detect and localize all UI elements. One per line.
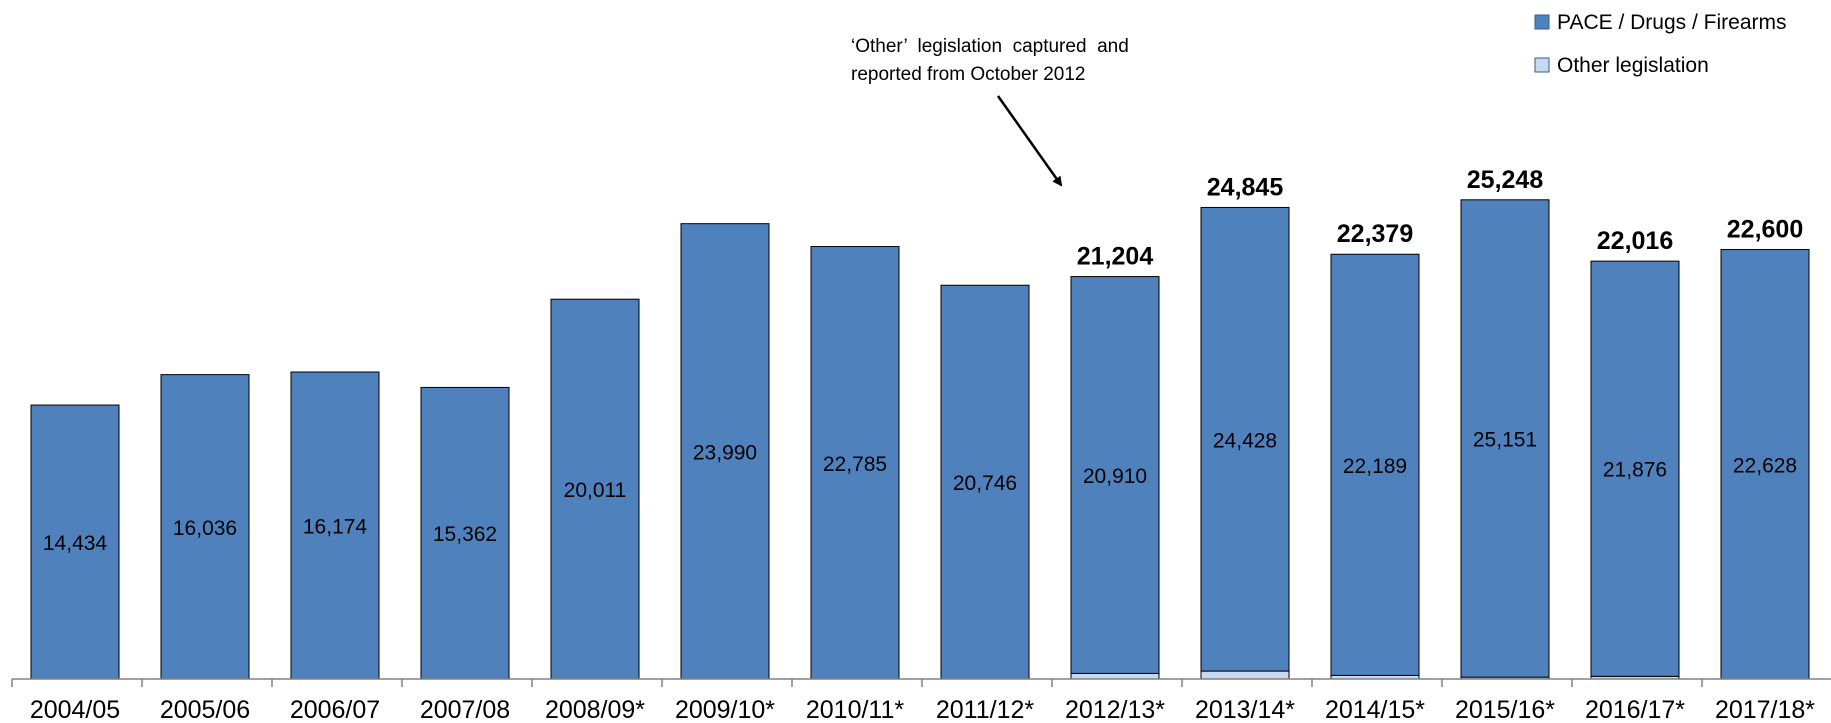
annotation-line-1: ‘Other’ legislation captured and bbox=[851, 36, 1129, 57]
bar-value-label-13: 22,628 bbox=[1733, 454, 1797, 477]
legend: PACE / Drugs / Firearms Other legislatio… bbox=[1534, 11, 1786, 77]
bar-value-label-2: 16,174 bbox=[303, 516, 368, 539]
x-tick-label-9: 2013/14* bbox=[1195, 696, 1295, 723]
bar-total-label-11: 25,248 bbox=[1467, 166, 1544, 194]
bar-other-9 bbox=[1200, 670, 1290, 680]
bar-value-label-4: 20,011 bbox=[564, 479, 627, 502]
x-tick-label-13: 2017/18* bbox=[1715, 696, 1815, 723]
bar-total-label-9: 24,845 bbox=[1207, 173, 1284, 201]
bar-value-label-1: 16,036 bbox=[173, 517, 237, 540]
x-tick-label-0: 2004/05 bbox=[30, 696, 120, 723]
annotation-arrow bbox=[996, 95, 1063, 187]
bar-pace-12 bbox=[1590, 260, 1680, 677]
bar-pace-8 bbox=[1070, 276, 1160, 674]
bar-pace-6 bbox=[810, 246, 900, 680]
bar-other-8 bbox=[1070, 672, 1160, 680]
bar-value-label-6: 22,785 bbox=[823, 453, 887, 476]
bar-value-label-8: 20,910 bbox=[1083, 465, 1147, 488]
bar-value-label-3: 15,362 bbox=[433, 523, 497, 546]
x-axis: 2004/05 2005/06 2006/07 2007/08 2008/09* 2009… bbox=[11, 678, 1831, 723]
bar-total-label-12: 22,016 bbox=[1597, 227, 1673, 255]
bar-pace-2 bbox=[290, 371, 380, 680]
bars-group bbox=[30, 199, 1810, 680]
x-tick-label-10: 2014/15* bbox=[1325, 696, 1425, 723]
labels-group: 14,434 16,036 16,174 15,362 20,011 23,990 22,7… bbox=[43, 166, 1803, 555]
x-tick-label-4: 2008/09* bbox=[545, 696, 645, 723]
bar-total-label-8: 21,204 bbox=[1077, 243, 1154, 271]
bar-pace-11 bbox=[1460, 199, 1550, 678]
bar-total-label-13: 22,600 bbox=[1727, 216, 1803, 244]
x-tick-label-7: 2011/12* bbox=[936, 696, 1035, 723]
x-tick-label-5: 2009/10* bbox=[675, 696, 775, 723]
bar-pace-0 bbox=[30, 404, 120, 680]
bar-total-label-10: 22,379 bbox=[1337, 220, 1413, 248]
legend-swatch-other bbox=[1534, 57, 1550, 73]
bar-pace-4 bbox=[550, 298, 640, 680]
x-tick-label-2: 2006/07 bbox=[290, 696, 380, 723]
x-tick-label-3: 2007/08 bbox=[420, 696, 510, 723]
bar-value-label-7: 20,746 bbox=[953, 472, 1017, 495]
annotation: ‘Other’ legislation captured and reporte… bbox=[851, 36, 1129, 187]
bar-pace-7 bbox=[940, 284, 1030, 680]
bar-pace-13 bbox=[1720, 249, 1810, 680]
bar-value-label-10: 22,189 bbox=[1343, 455, 1407, 478]
bar-pace-3 bbox=[420, 386, 510, 680]
legend-label-other: Other legislation bbox=[1557, 54, 1709, 77]
bar-pace-10 bbox=[1330, 253, 1420, 676]
legend-swatch-pace bbox=[1534, 14, 1550, 30]
bar-pace-9 bbox=[1200, 206, 1290, 672]
x-tick-label-6: 2010/11* bbox=[806, 696, 905, 723]
bar-pace-1 bbox=[160, 374, 250, 680]
bar-value-label-5: 23,990 bbox=[693, 441, 757, 464]
x-tick-label-8: 2012/13* bbox=[1065, 696, 1165, 723]
bar-value-label-12: 21,876 bbox=[1603, 459, 1667, 482]
legend-label-pace: PACE / Drugs / Firearms bbox=[1557, 11, 1786, 34]
bar-value-label-9: 24,428 bbox=[1213, 429, 1277, 452]
x-tick-label-11: 2015/16* bbox=[1455, 696, 1555, 723]
bar-pace-5 bbox=[680, 223, 770, 680]
bar-value-label-11: 25,151 bbox=[1473, 428, 1537, 451]
bar-value-label-0: 14,434 bbox=[43, 532, 108, 555]
x-tick-label-12: 2016/17* bbox=[1585, 696, 1685, 723]
x-tick-label-1: 2005/06 bbox=[160, 696, 250, 723]
annotation-line-2: reported from October 2012 bbox=[851, 64, 1085, 85]
